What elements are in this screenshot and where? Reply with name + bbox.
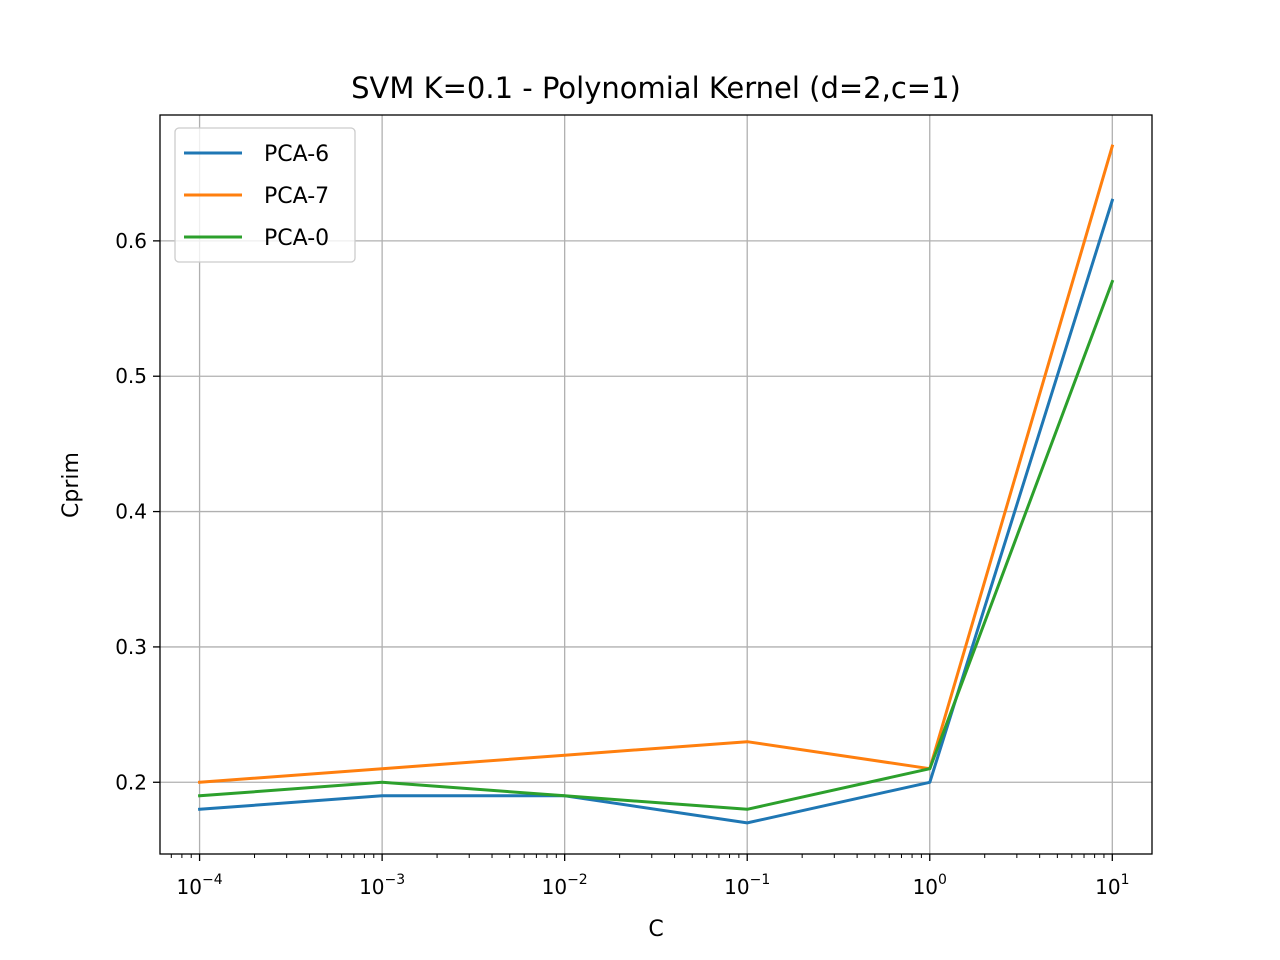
y-tick-labels: 0.2 0.3 0.4 0.5 0.6 [115,229,147,794]
x-tick-labels: 10−4 10−3 10−2 10−1 100 101 [177,872,1130,899]
axis-ticks [153,240,1113,861]
legend-label: PCA-0 [264,226,329,251]
x-tick-label: 10−2 [542,872,588,899]
legend: PCA-6 PCA-7 PCA-0 [174,127,356,263]
x-tick-label: 101 [1095,872,1129,899]
x-tick-label: 100 [913,872,947,899]
x-tick-label: 10−3 [359,872,405,899]
grid [160,115,1152,854]
legend-label: PCA-7 [264,184,329,209]
y-tick-label: 0.2 [115,770,147,794]
legend-label: PCA-6 [264,142,329,167]
x-axis-title: C [648,917,663,942]
y-tick-label: 0.5 [115,364,147,388]
series-line-pca-0 [197,279,1115,811]
x-tick-label: 10−4 [177,872,223,899]
series-line-pca-7 [197,144,1115,784]
y-axis-title: Cprim [59,452,84,518]
legend-box [174,127,356,263]
chart-title: SVM K=0.1 - Polynomial Kernel (d=2,c=1) [351,71,961,105]
y-tick-label: 0.4 [115,500,147,524]
x-tick-label: 10−1 [724,872,770,899]
series-lines [197,144,1115,825]
legend-items: PCA-6 PCA-7 PCA-0 [184,142,329,251]
plot-frame [159,114,1153,855]
y-tick-label: 0.3 [115,635,147,659]
y-tick-label: 0.6 [115,229,147,253]
